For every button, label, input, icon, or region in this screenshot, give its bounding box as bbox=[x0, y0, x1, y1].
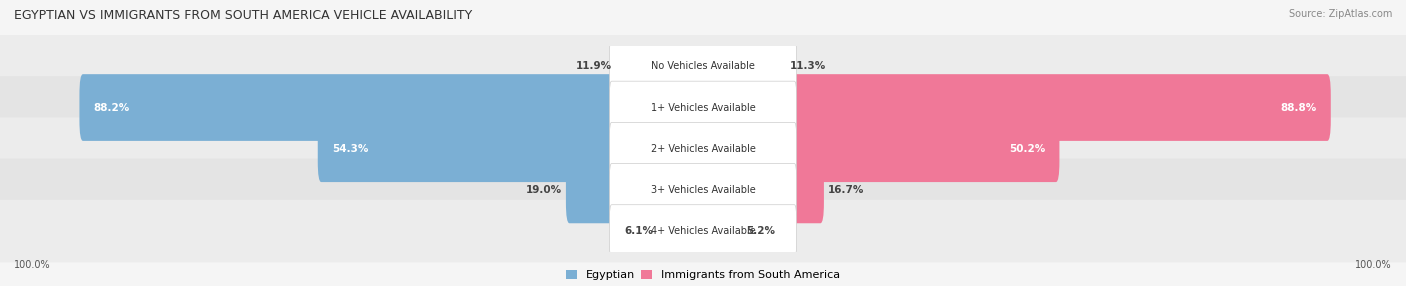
Text: 5.2%: 5.2% bbox=[747, 226, 776, 236]
Legend: Egyptian, Immigrants from South America: Egyptian, Immigrants from South America bbox=[567, 270, 839, 281]
Text: 6.1%: 6.1% bbox=[624, 226, 652, 236]
Text: 2+ Vehicles Available: 2+ Vehicles Available bbox=[651, 144, 755, 154]
Text: 1+ Vehicles Available: 1+ Vehicles Available bbox=[651, 103, 755, 112]
FancyBboxPatch shape bbox=[610, 164, 796, 216]
FancyBboxPatch shape bbox=[0, 35, 1406, 98]
Text: 100.0%: 100.0% bbox=[14, 260, 51, 270]
FancyBboxPatch shape bbox=[700, 33, 786, 100]
FancyBboxPatch shape bbox=[0, 200, 1406, 262]
FancyBboxPatch shape bbox=[790, 115, 1060, 182]
Text: 54.3%: 54.3% bbox=[332, 144, 368, 154]
FancyBboxPatch shape bbox=[790, 74, 1330, 141]
Text: 11.3%: 11.3% bbox=[790, 61, 825, 71]
FancyBboxPatch shape bbox=[610, 122, 796, 175]
FancyBboxPatch shape bbox=[790, 156, 824, 223]
FancyBboxPatch shape bbox=[79, 74, 616, 141]
Text: 19.0%: 19.0% bbox=[526, 185, 562, 195]
Text: Source: ZipAtlas.com: Source: ZipAtlas.com bbox=[1288, 9, 1392, 19]
FancyBboxPatch shape bbox=[700, 198, 744, 265]
FancyBboxPatch shape bbox=[318, 115, 616, 182]
Text: 11.9%: 11.9% bbox=[576, 61, 613, 71]
Text: No Vehicles Available: No Vehicles Available bbox=[651, 61, 755, 71]
FancyBboxPatch shape bbox=[565, 156, 616, 223]
FancyBboxPatch shape bbox=[0, 76, 1406, 139]
FancyBboxPatch shape bbox=[610, 205, 796, 257]
Text: 16.7%: 16.7% bbox=[827, 185, 863, 195]
Text: 50.2%: 50.2% bbox=[1010, 144, 1046, 154]
Text: 88.8%: 88.8% bbox=[1281, 103, 1317, 112]
Text: EGYPTIAN VS IMMIGRANTS FROM SOUTH AMERICA VEHICLE AVAILABILITY: EGYPTIAN VS IMMIGRANTS FROM SOUTH AMERIC… bbox=[14, 9, 472, 21]
Text: 100.0%: 100.0% bbox=[1355, 260, 1392, 270]
FancyBboxPatch shape bbox=[0, 118, 1406, 180]
FancyBboxPatch shape bbox=[610, 40, 796, 93]
FancyBboxPatch shape bbox=[610, 81, 796, 134]
FancyBboxPatch shape bbox=[616, 33, 707, 100]
FancyBboxPatch shape bbox=[0, 159, 1406, 221]
Text: 3+ Vehicles Available: 3+ Vehicles Available bbox=[651, 185, 755, 195]
Text: 88.2%: 88.2% bbox=[93, 103, 129, 112]
FancyBboxPatch shape bbox=[657, 198, 707, 265]
Text: 4+ Vehicles Available: 4+ Vehicles Available bbox=[651, 226, 755, 236]
